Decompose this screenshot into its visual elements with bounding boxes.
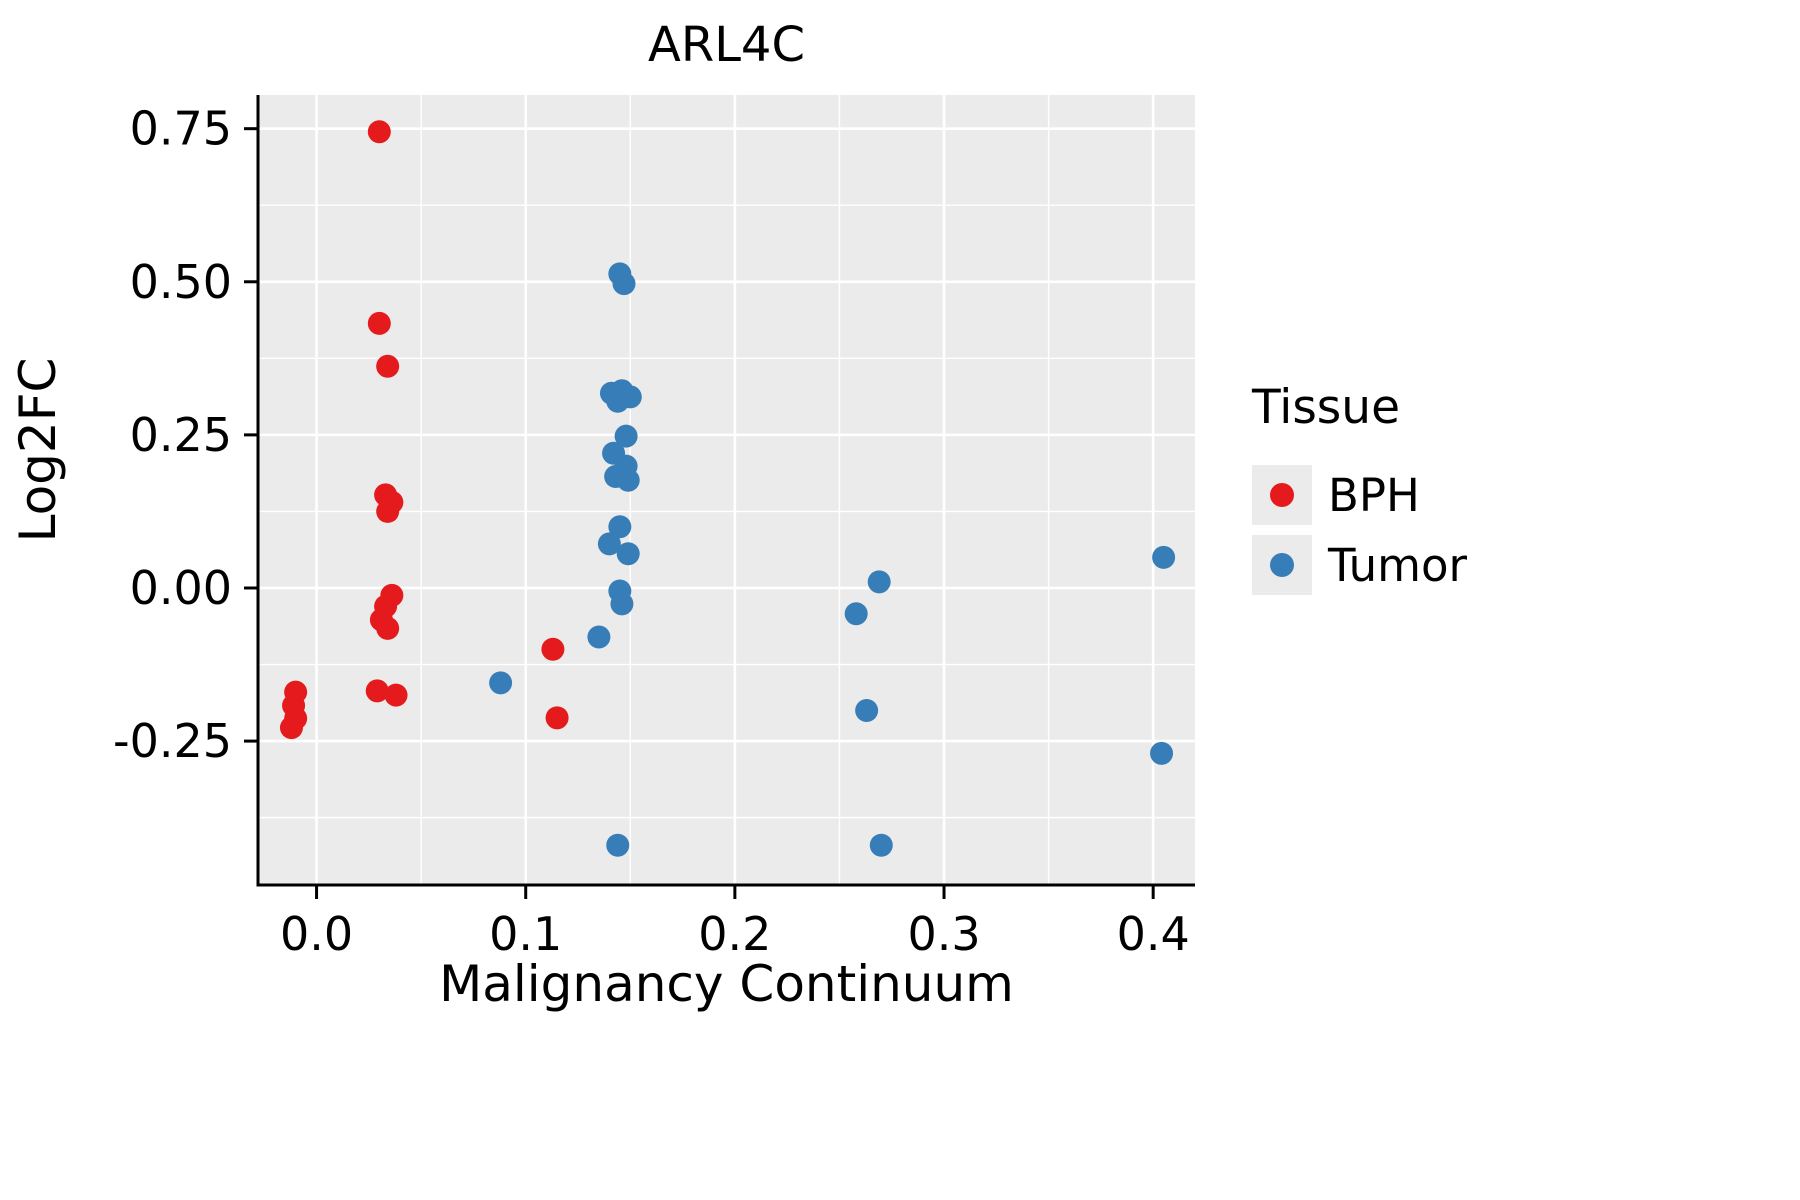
y-tick-label: 0.00 xyxy=(130,561,232,615)
point-tumor xyxy=(867,570,891,594)
point-bph xyxy=(367,120,391,144)
point-tumor xyxy=(597,532,621,556)
point-tumor xyxy=(608,515,632,539)
point-bph xyxy=(279,716,303,740)
y-axis-title: Log2FC xyxy=(9,357,67,543)
point-bph xyxy=(376,354,400,378)
point-bph xyxy=(365,679,389,703)
point-tumor xyxy=(855,698,879,722)
point-tumor xyxy=(1150,741,1174,765)
plot-panel xyxy=(258,95,1195,885)
legend-key-bph xyxy=(1252,465,1312,525)
point-tumor xyxy=(612,272,636,296)
point-tumor xyxy=(618,385,642,409)
point-tumor xyxy=(606,833,630,857)
legend-item-tumor: Tumor xyxy=(1252,533,1467,597)
y-tick-label: 0.25 xyxy=(130,408,232,462)
chart-title: ARL4C xyxy=(648,17,805,73)
point-bph xyxy=(376,499,400,523)
point-tumor xyxy=(587,625,611,649)
x-axis-title: Malignancy Continuum xyxy=(439,955,1014,1013)
legend-title: Tissue xyxy=(1252,380,1400,435)
point-tumor xyxy=(616,468,640,492)
legend-item-bph: BPH xyxy=(1252,463,1467,527)
legend-label-tumor: Tumor xyxy=(1328,538,1468,592)
point-tumor xyxy=(489,671,513,695)
point-tumor xyxy=(844,602,868,626)
point-tumor xyxy=(616,542,640,566)
point-tumor xyxy=(614,424,638,448)
point-tumor xyxy=(1152,545,1176,569)
legend-dot-bph-icon xyxy=(1270,483,1294,507)
x-tick-label: 0.4 xyxy=(1117,907,1190,961)
y-tick-label: -0.25 xyxy=(113,714,232,768)
point-bph xyxy=(384,683,408,707)
x-tick-label: 0.1 xyxy=(489,907,562,961)
x-tick-label: 0.2 xyxy=(698,907,771,961)
point-bph xyxy=(545,706,569,730)
x-tick-label: 0.3 xyxy=(907,907,980,961)
legend: Tissue BPH Tumor xyxy=(1252,380,1467,603)
point-bph xyxy=(376,616,400,640)
point-bph xyxy=(367,311,391,335)
point-bph xyxy=(541,637,565,661)
point-tumor xyxy=(610,592,634,616)
point-tumor xyxy=(869,833,893,857)
y-tick-label: 0.50 xyxy=(130,255,232,309)
x-tick-label: 0.0 xyxy=(280,907,353,961)
legend-label-bph: BPH xyxy=(1328,468,1420,522)
legend-key-tumor xyxy=(1252,535,1312,595)
y-tick-label: 0.75 xyxy=(130,102,232,156)
legend-dot-tumor-icon xyxy=(1270,553,1294,577)
